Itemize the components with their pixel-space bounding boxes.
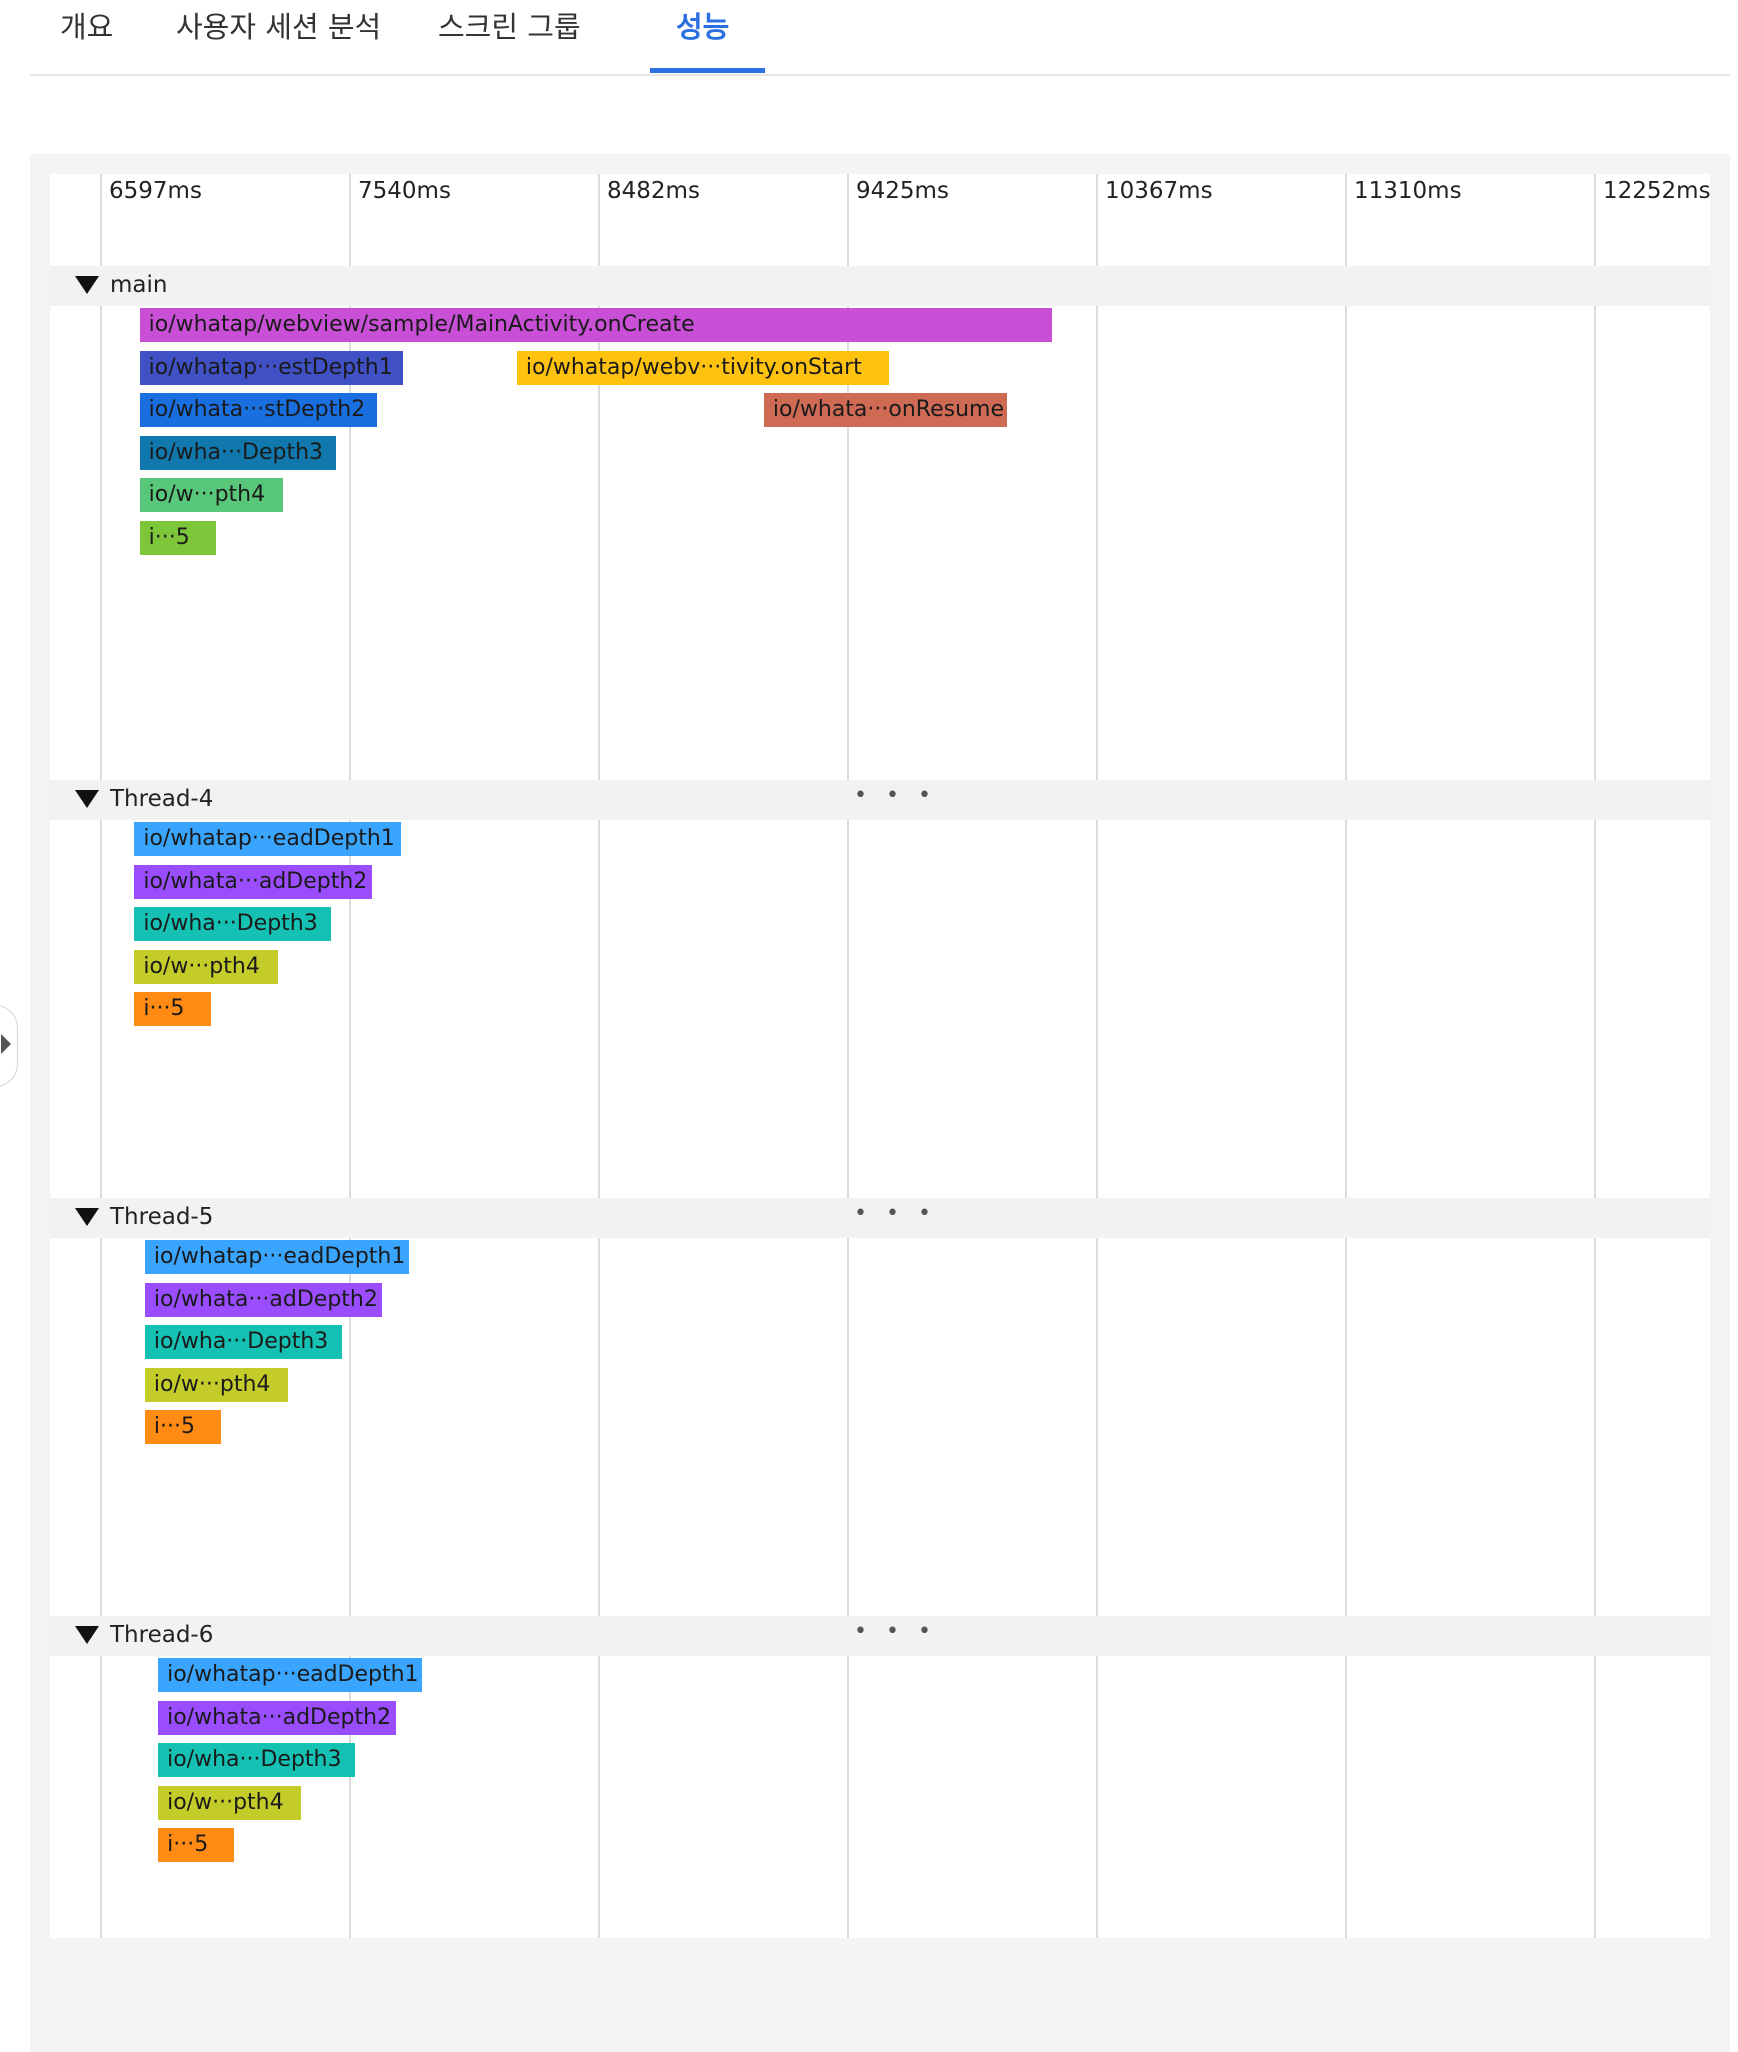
collapse-triangle-icon[interactable]: [75, 1208, 99, 1226]
span-bar[interactable]: i···5: [144, 1410, 222, 1445]
span-bar[interactable]: io/wha···Depth3: [158, 1743, 355, 1778]
timeline-canvas: 6597ms 7540ms 8482ms 9425ms 10367ms 11310ms 12…: [50, 174, 1711, 1938]
span-bar[interactable]: io/whata···stDepth2: [139, 393, 377, 428]
thread-name: Thread-4: [110, 786, 214, 812]
timeline-tick-label: 8482ms: [607, 178, 700, 204]
timeline-tick-label: 12252ms: [1603, 178, 1711, 204]
more-icon[interactable]: • • •: [854, 1619, 937, 1644]
timeline-tick-label: 7540ms: [358, 178, 451, 204]
timeline-gridline: [847, 174, 849, 1938]
tab-bar: 개요 사용자 세션 분석 스크린 그룹 성능: [30, 0, 1730, 76]
timeline-tick-label: 11310ms: [1354, 178, 1462, 204]
span-bar[interactable]: i···5: [158, 1828, 235, 1863]
span-bar[interactable]: io/whata···onResume: [763, 393, 1007, 428]
span-bar[interactable]: i···5: [139, 521, 216, 555]
span-bar[interactable]: io/whatap···eadDepth1: [134, 822, 401, 856]
timeline-gridline: [1345, 174, 1347, 1938]
span-bar[interactable]: io/w···pth4: [158, 1785, 302, 1820]
tab-screen-group[interactable]: 스크린 그룹: [438, 10, 581, 44]
span-bar[interactable]: io/whata···adDepth2: [144, 1282, 383, 1317]
thread-header: Thread-5 • • •: [50, 1198, 1710, 1238]
span-bar[interactable]: io/whata···adDepth2: [158, 1700, 396, 1735]
collapse-triangle-icon[interactable]: [75, 1626, 99, 1644]
tab-performance[interactable]: 성능: [676, 10, 730, 44]
timeline-gridline: [349, 174, 351, 1938]
sidebar-toggle-button[interactable]: [0, 1005, 18, 1087]
span-bar[interactable]: io/wha···Depth3: [144, 1325, 342, 1360]
active-tab-indicator: [650, 68, 765, 73]
tab-overview[interactable]: 개요: [60, 10, 114, 44]
timeline-gridline: [100, 174, 102, 1938]
span-bar[interactable]: io/whata···adDepth2: [134, 864, 372, 899]
chevron-right-icon: [1, 1034, 11, 1054]
span-bar[interactable]: io/whatap/webview/sample/MainActivity.on…: [139, 308, 1053, 342]
span-bar[interactable]: io/whatap/webv···tivity.onStart: [516, 350, 890, 385]
thread-header: Thread-6 • • •: [50, 1616, 1710, 1656]
timeline-tick-label: 9425ms: [856, 178, 949, 204]
span-bar[interactable]: io/whatap···eadDepth1: [144, 1240, 409, 1274]
span-bar[interactable]: io/whatap···eadDepth1: [158, 1658, 422, 1692]
timeline-gridline: [598, 174, 600, 1938]
thread-name: Thread-6: [110, 1622, 214, 1648]
span-bar[interactable]: io/w···pth4: [144, 1367, 289, 1402]
performance-panel: 6597ms 7540ms 8482ms 9425ms 10367ms 11310ms 12…: [30, 154, 1730, 2052]
thread-name: Thread-5: [110, 1204, 214, 1230]
span-bar[interactable]: io/w···pth4: [134, 949, 278, 984]
timeline-tick-label: 10367ms: [1105, 178, 1213, 204]
timeline-tick-label: 6597ms: [109, 178, 202, 204]
tab-user-session-analysis[interactable]: 사용자 세션 분석: [176, 10, 382, 44]
thread-name: main: [110, 272, 168, 298]
span-bar[interactable]: io/w···pth4: [139, 478, 283, 513]
timeline-gridline: [1096, 174, 1098, 1938]
span-bar[interactable]: io/wha···Depth3: [134, 907, 332, 942]
span-bar[interactable]: i···5: [134, 992, 211, 1027]
span-bar[interactable]: io/wha···Depth3: [139, 435, 337, 470]
thread-header: Thread-4 • • •: [50, 780, 1710, 820]
timeline-gridline: [1594, 174, 1596, 1938]
collapse-triangle-icon[interactable]: [75, 790, 99, 808]
thread-header: main: [50, 266, 1710, 306]
span-bar[interactable]: io/whatap···estDepth1: [139, 350, 404, 385]
more-icon[interactable]: • • •: [854, 1201, 937, 1226]
collapse-triangle-icon[interactable]: [75, 276, 99, 294]
more-icon[interactable]: • • •: [854, 783, 937, 808]
